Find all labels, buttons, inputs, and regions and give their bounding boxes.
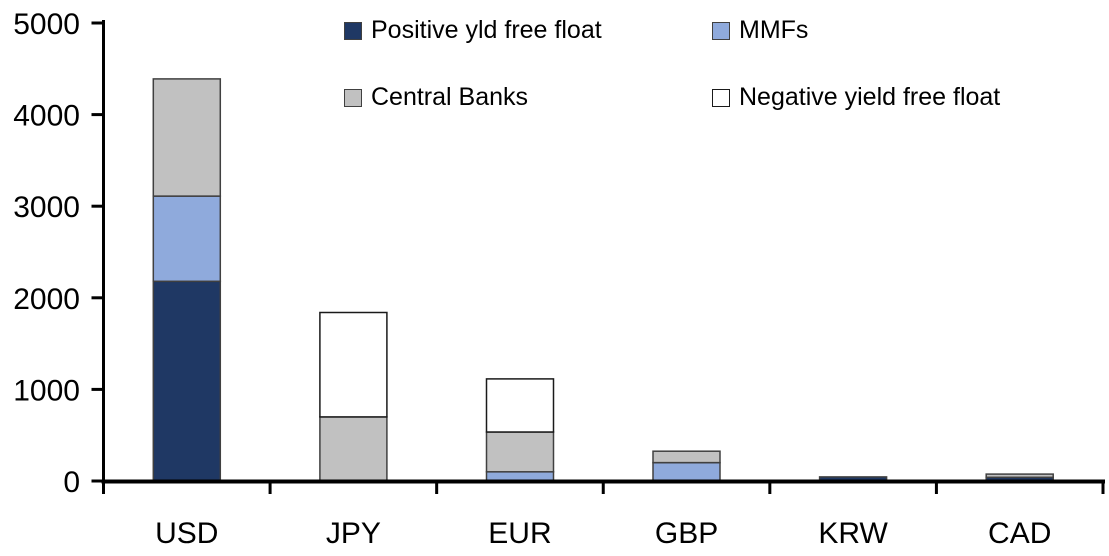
legend-label: Positive yld free float bbox=[371, 16, 602, 44]
y-tick-label: 3000 bbox=[13, 191, 80, 224]
bar-segment-USD-positive-yld-free-float bbox=[152, 280, 222, 482]
negative-yield-free-float-swatch bbox=[712, 88, 730, 107]
legend-item-mmfs: MMFs bbox=[712, 16, 1000, 45]
legend-label: MMFs bbox=[739, 16, 809, 44]
x-axis-label-usd: USD bbox=[155, 517, 218, 550]
bar-segment-JPY-central-banks bbox=[319, 416, 388, 482]
y-tick-label: 5000 bbox=[13, 8, 80, 41]
central-banks-swatch bbox=[344, 88, 362, 107]
legend-item-central-banks: Central Banks bbox=[344, 83, 712, 112]
positive-yld-free-float-swatch bbox=[344, 21, 362, 40]
y-tick-label: 2000 bbox=[13, 283, 80, 316]
bar-segment-USD-central-banks bbox=[152, 78, 222, 197]
bar-segment-EUR-negative-yield-free-float bbox=[485, 378, 555, 433]
x-axis-label-gbp: GBP bbox=[655, 517, 718, 550]
bar-segment-GBP-mmfs bbox=[652, 461, 721, 482]
legend: Positive yld free float MMFs Central Ban… bbox=[344, 16, 1000, 112]
y-tick-label: 1000 bbox=[13, 374, 80, 407]
x-axis-label-eur: EUR bbox=[488, 517, 551, 550]
x-axis-label-cad: CAD bbox=[988, 517, 1051, 550]
bar-segment-JPY-negative-yield-free-float bbox=[319, 311, 388, 418]
bar-segment-GBP-central-banks bbox=[652, 450, 721, 464]
y-tick-label: 4000 bbox=[13, 100, 80, 133]
y-tick-label: 0 bbox=[63, 466, 80, 499]
x-axis-label-krw: KRW bbox=[818, 517, 888, 550]
legend-item-negative-yield-free-float: Negative yield free float bbox=[712, 83, 1000, 112]
bar-segment-USD-mmfs bbox=[152, 195, 222, 283]
legend-label: Central Banks bbox=[371, 83, 529, 111]
x-axis-label-jpy: JPY bbox=[326, 517, 381, 550]
bar-segment-CAD-central-banks bbox=[985, 473, 1054, 479]
legend-item-positive-yld-free-float: Positive yld free float bbox=[344, 16, 712, 45]
bar-segment-EUR-central-banks bbox=[485, 431, 555, 473]
legend-label: Negative yield free float bbox=[739, 83, 1001, 111]
mmfs-swatch bbox=[712, 21, 730, 40]
